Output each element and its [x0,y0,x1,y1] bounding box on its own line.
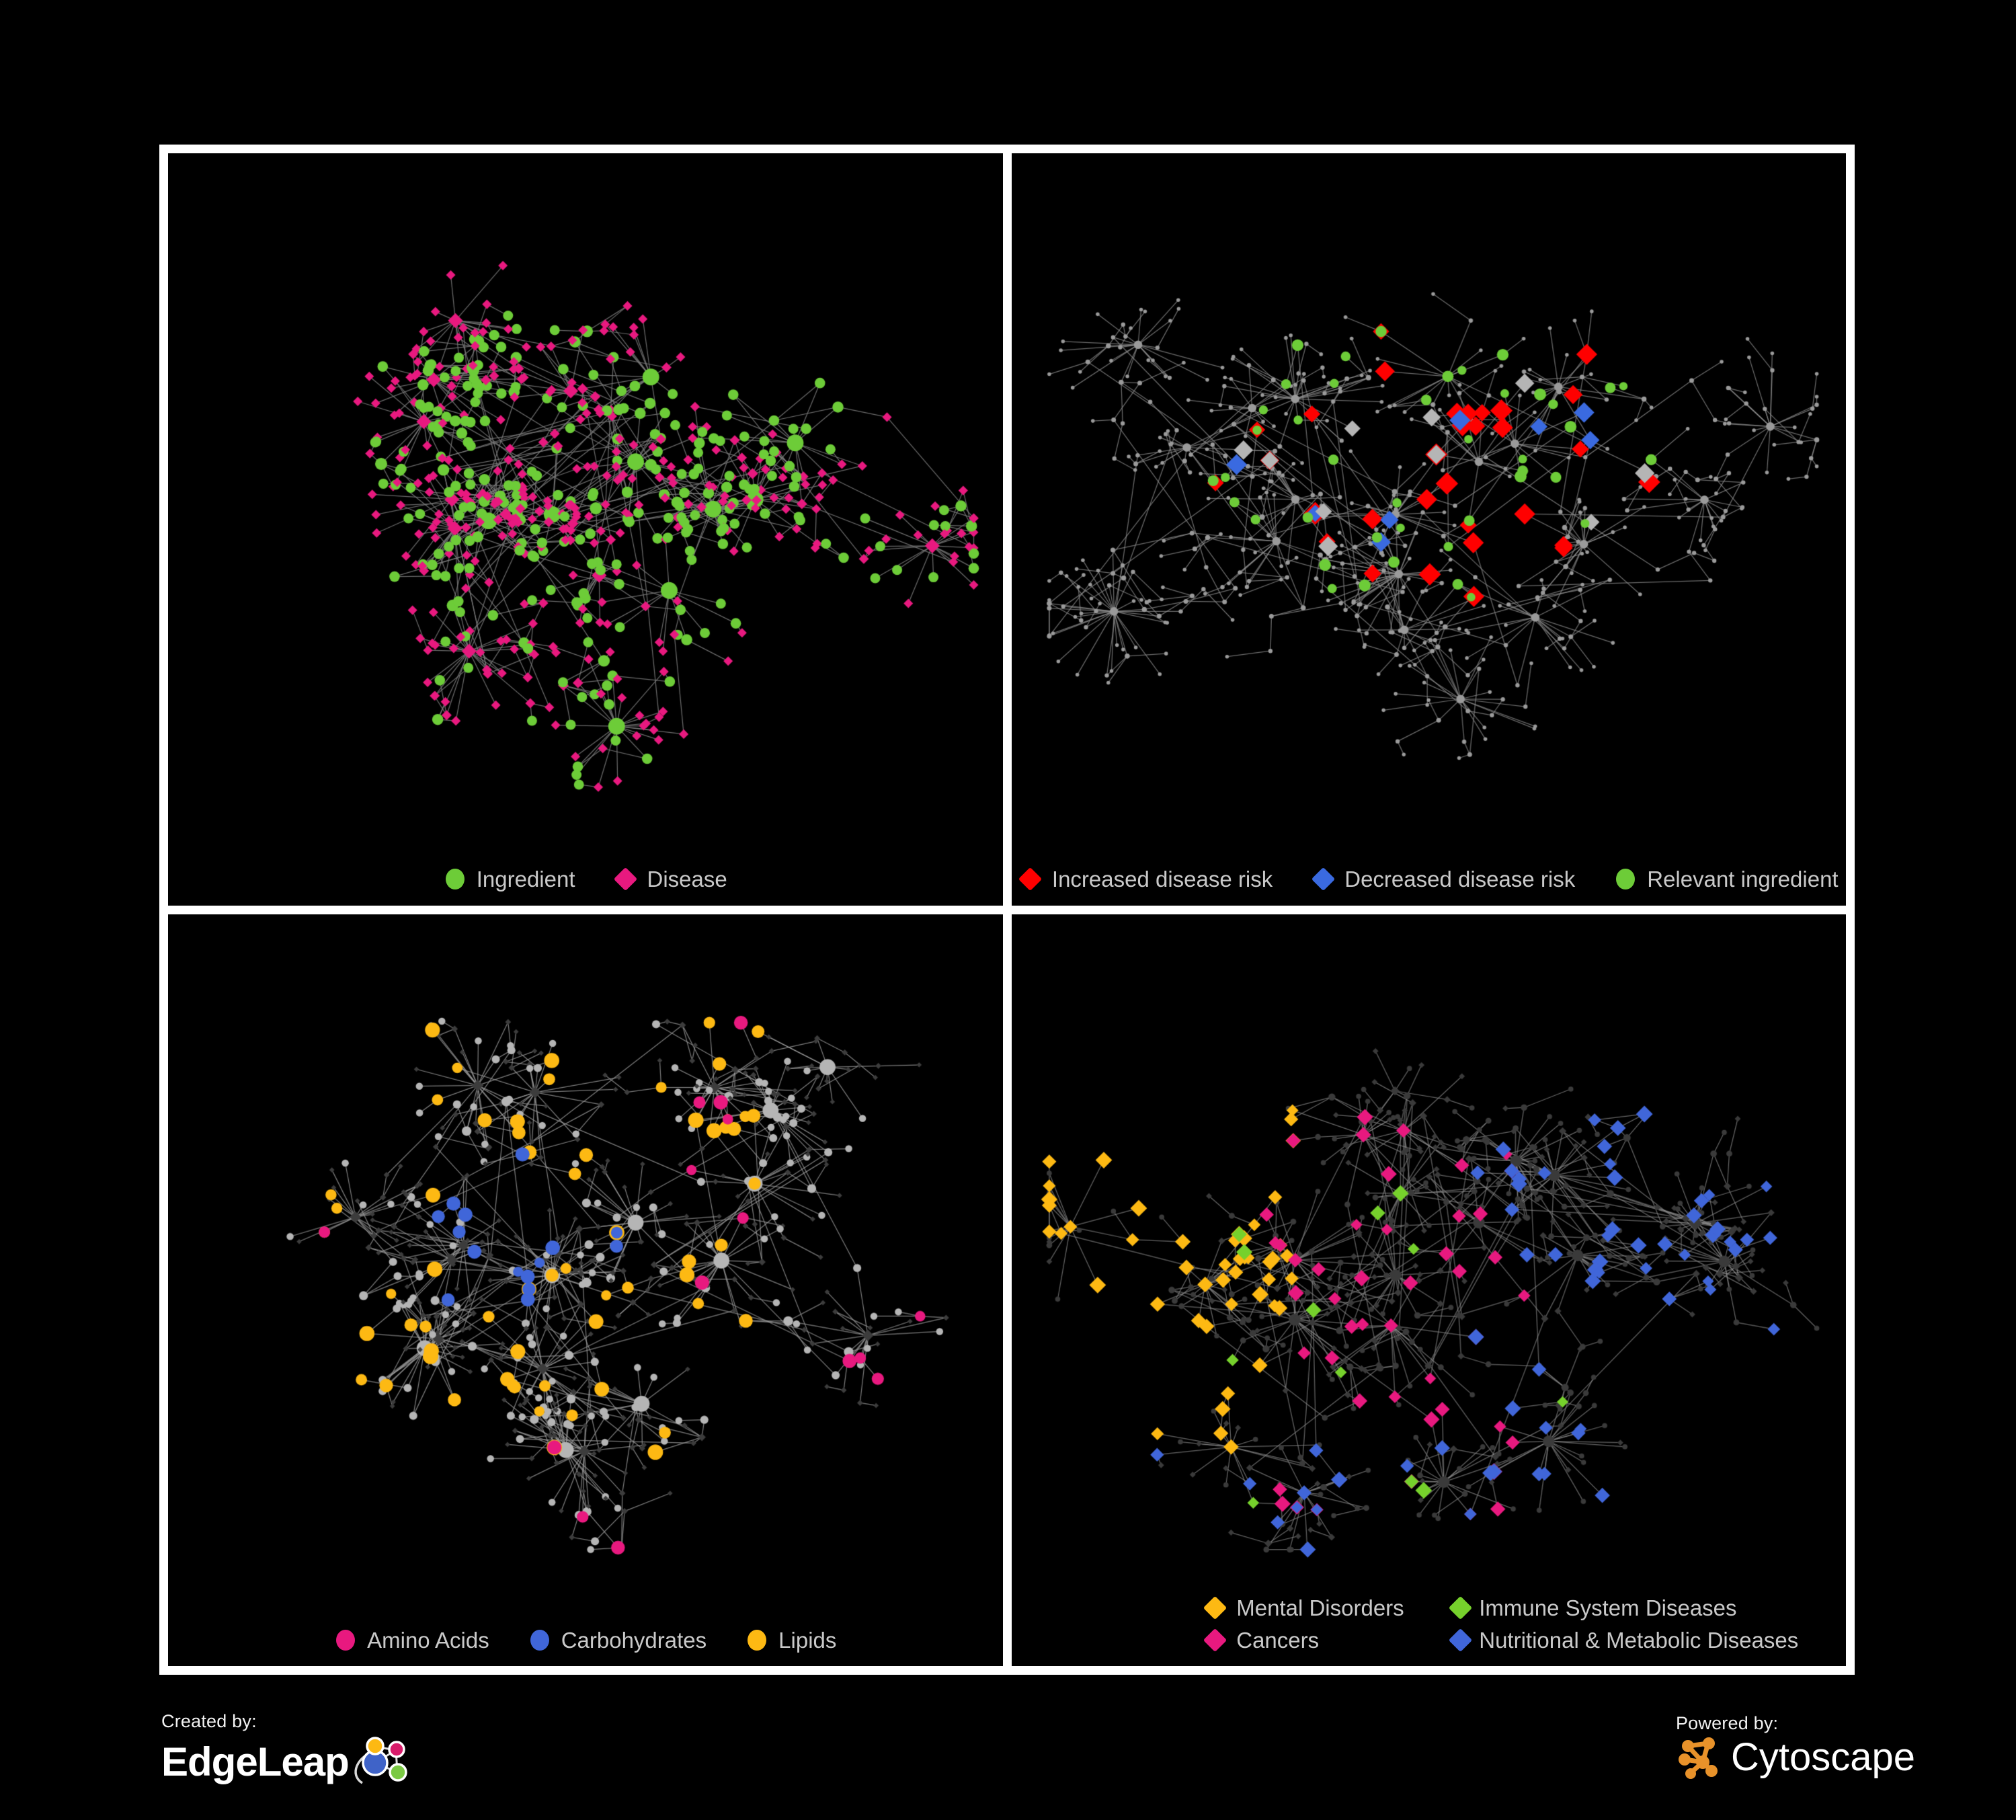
legend-swatch [336,1629,356,1651]
legend-label: Amino Acids [367,1627,489,1653]
created-by-kicker: Created by: [161,1711,257,1731]
legend-swatch [613,867,638,892]
circle-marker-icon [334,1628,357,1651]
legend-label: Cancers [1236,1627,1320,1653]
diamond-marker-icon [1311,867,1335,892]
legend-ingredient-classes: Amino Acids Carbohydrates Lipids [168,1628,1003,1651]
legend-disease-risk: Increased disease risk Decreased disease … [1012,867,1847,892]
legend-item: Relevant ingredient [1614,867,1839,892]
legend-swatch [1311,867,1335,892]
legend-swatch [1449,1595,1473,1620]
legend-label: Relevant ingredient [1647,867,1839,892]
network-canvas-ingredient-classes[interactable] [168,914,1003,1666]
panel-ingredient-disease[interactable]: Ingredient Disease [168,153,1003,906]
legend-swatch [748,1629,767,1651]
legend-label: Ingredient [476,867,575,892]
legend-swatch [530,1629,549,1651]
circle-marker-icon [528,1628,551,1651]
legend-item: Lipids [745,1628,836,1651]
legend-label: Carbohydrates [561,1627,707,1653]
network-canvas-disease-classes[interactable] [1011,914,1846,1666]
powered-by-kicker: Powered by: [1675,1713,1779,1733]
legend-label: Nutritional & Metabolic Diseases [1479,1627,1799,1653]
legend-item: Carbohydrates [528,1628,707,1651]
legend-label: Immune System Diseases [1479,1595,1737,1620]
legend-label: Mental Disorders [1236,1595,1404,1620]
created-by-branding: Created by: EdgeLeap [161,1711,417,1791]
legend-swatch [1449,1628,1473,1652]
legend-swatch [445,869,465,889]
network-canvas-disease-risk[interactable] [1011,153,1846,906]
panel-disease-classes[interactable]: Mental Disorders Immune System Diseases Ca… [1011,914,1846,1666]
diamond-marker-icon [613,867,638,892]
legend-swatch [1616,869,1636,889]
circle-marker-icon [1614,868,1637,891]
legend-item: Nutritional & Metabolic Diseases [1449,1628,1798,1652]
legend-swatch [1203,1628,1227,1652]
figure-panel-grid: Ingredient Disease Increased disease risk… [159,145,1855,1675]
edgeleap-logo-icon [354,1737,407,1784]
legend-item: Amino Acids [334,1628,489,1651]
circle-marker-icon [444,868,467,891]
panel-ingredient-classes[interactable]: Amino Acids Carbohydrates Lipids [168,914,1003,1666]
cytoscape-logo-icon [1678,1737,1718,1779]
diamond-marker-icon [1018,867,1043,892]
legend-label: Disease [647,867,727,892]
legend-item: Cancers [1203,1627,1405,1653]
legend-swatch [1203,1595,1227,1620]
diamond-marker-icon [1203,1628,1227,1652]
powered-by-branding: Powered by: Cytoscape [1676,1713,1915,1780]
legend-label: Lipids [778,1627,837,1653]
edgeleap-wordmark: EdgeLeap [161,1739,350,1784]
legend-swatch [1018,867,1043,892]
legend-disease-classes: Mental Disorders Immune System Diseases Ca… [1173,1595,1798,1653]
network-canvas-ingredient-disease[interactable] [168,153,1003,906]
cytoscape-wordmark: Cytoscape [1730,1735,1915,1779]
diamond-marker-icon [1203,1595,1227,1620]
diamond-marker-icon [1449,1595,1473,1620]
panel-disease-risk[interactable]: Increased disease risk Decreased disease … [1011,153,1847,906]
legend-item: Ingredient [444,868,575,891]
legend-item: Disease [613,867,727,892]
legend-label: Increased disease risk [1051,867,1273,892]
legend-item: Decreased disease risk [1311,867,1576,892]
legend-ingredient-disease: Ingredient Disease [168,867,1003,892]
legend-item: Increased disease risk [1018,867,1273,892]
legend-label: Decreased disease risk [1344,867,1576,892]
legend-item: Immune System Diseases [1449,1595,1737,1620]
legend-item: Mental Disorders [1203,1595,1405,1620]
circle-marker-icon [745,1628,768,1651]
diamond-marker-icon [1449,1628,1473,1652]
